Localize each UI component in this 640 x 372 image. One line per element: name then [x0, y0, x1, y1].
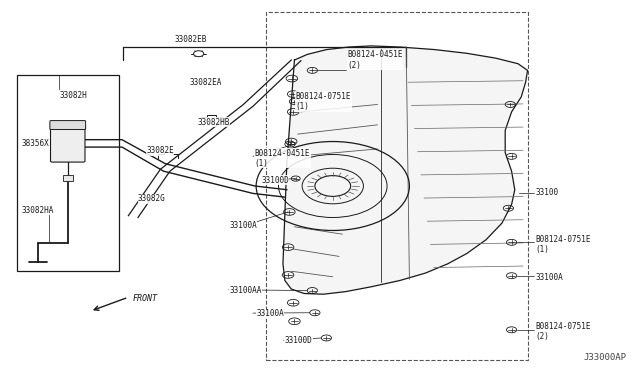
Text: 33082E: 33082E: [147, 146, 174, 155]
Bar: [63, 175, 73, 182]
Text: B08124-0451E
(2): B08124-0451E (2): [348, 50, 403, 70]
Text: B08124-0751E
(2): B08124-0751E (2): [536, 321, 591, 341]
Text: 33100D: 33100D: [285, 336, 312, 346]
Text: 33082EA: 33082EA: [189, 78, 221, 87]
Text: J33000AP: J33000AP: [584, 353, 627, 362]
Text: 33082H: 33082H: [60, 91, 87, 100]
Circle shape: [193, 51, 204, 57]
Text: 33082EB: 33082EB: [174, 35, 207, 44]
Text: 33082HA: 33082HA: [22, 206, 54, 215]
Text: 33100A: 33100A: [256, 310, 284, 318]
Text: FRONT: FRONT: [133, 294, 158, 303]
Text: B08124-0751E
(1): B08124-0751E (1): [296, 92, 351, 111]
Bar: [17, 75, 119, 271]
Text: B08124-0751E
(1): B08124-0751E (1): [536, 235, 591, 254]
Text: 33100D: 33100D: [261, 176, 289, 185]
Text: 33100AA: 33100AA: [229, 286, 262, 295]
Polygon shape: [283, 46, 527, 294]
Text: 33100: 33100: [536, 188, 559, 197]
Text: 33082HB: 33082HB: [197, 118, 230, 127]
Text: B08124-0451E
(1): B08124-0451E (1): [255, 148, 310, 168]
Text: 38356X: 38356X: [22, 139, 49, 148]
Text: 33082G: 33082G: [138, 195, 166, 203]
FancyBboxPatch shape: [50, 121, 86, 129]
Text: 33100A: 33100A: [229, 221, 257, 230]
Bar: [266, 12, 527, 360]
FancyBboxPatch shape: [51, 125, 85, 162]
Text: 33100A: 33100A: [536, 273, 564, 282]
